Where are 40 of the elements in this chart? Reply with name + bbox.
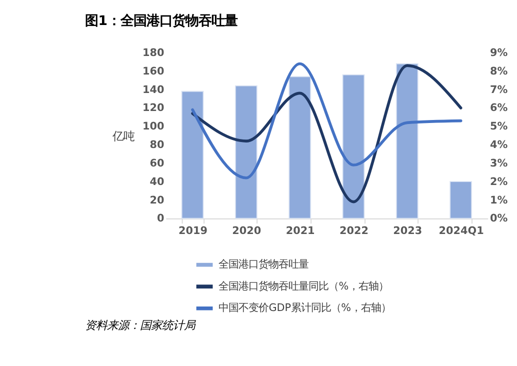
legend-label: 中国不变价GDP累计同比（%，右轴） — [218, 302, 391, 314]
y-tick-label: 120 — [142, 102, 164, 114]
bar — [396, 63, 418, 219]
y2-tick-label: 6% — [490, 102, 508, 114]
line-series — [191, 62, 462, 180]
legend-label: 全国港口货物吞吐量同比（%，右轴） — [218, 280, 389, 292]
bar — [181, 90, 204, 219]
y2-tick-label: 9% — [490, 47, 508, 60]
y-tick-label: 0 — [157, 212, 164, 225]
legend-label: 全国港口货物吞吐量 — [218, 258, 309, 271]
bar — [288, 76, 312, 219]
x-tick-label: 2023 — [393, 225, 422, 238]
y-tick-label: 160 — [142, 65, 164, 78]
y2-tick-label: 5% — [490, 120, 508, 133]
line-series — [191, 64, 462, 204]
y2-tick-label: 3% — [490, 157, 508, 170]
x-tick-label: 2022 — [339, 225, 368, 238]
y-tick-label: 180 — [142, 47, 164, 60]
x-tick-label: 2024Q1 — [438, 225, 484, 238]
bar — [342, 74, 365, 219]
text: 资料来源：国家统计局 — [85, 318, 196, 332]
x-tick-label: 2019 — [178, 225, 208, 238]
y2-tick-label: 0% — [490, 212, 508, 225]
y-tick-label: 60 — [150, 157, 164, 170]
bar — [450, 181, 472, 219]
y-tick-label: 140 — [142, 84, 164, 96]
chart-title: 图1：全国港口货物吞吐量 — [85, 13, 238, 30]
y2-tick-label: 2% — [490, 176, 508, 188]
bar — [234, 85, 258, 219]
y2-tick-label: 7% — [490, 84, 508, 96]
y-tick-label: 100 — [142, 120, 164, 133]
x-tick-label: 2020 — [232, 225, 262, 238]
y-tick-label: 80 — [150, 139, 164, 152]
y2-tick-label: 4% — [490, 139, 508, 152]
y2-tick-label: 8% — [490, 65, 508, 78]
y-axis-title: 亿吨 — [112, 128, 135, 143]
y2-tick-label: 1% — [490, 194, 508, 206]
y-tick-label: 20 — [150, 194, 164, 206]
x-tick-label: 2021 — [286, 225, 315, 238]
y-tick-label: 40 — [150, 176, 164, 188]
